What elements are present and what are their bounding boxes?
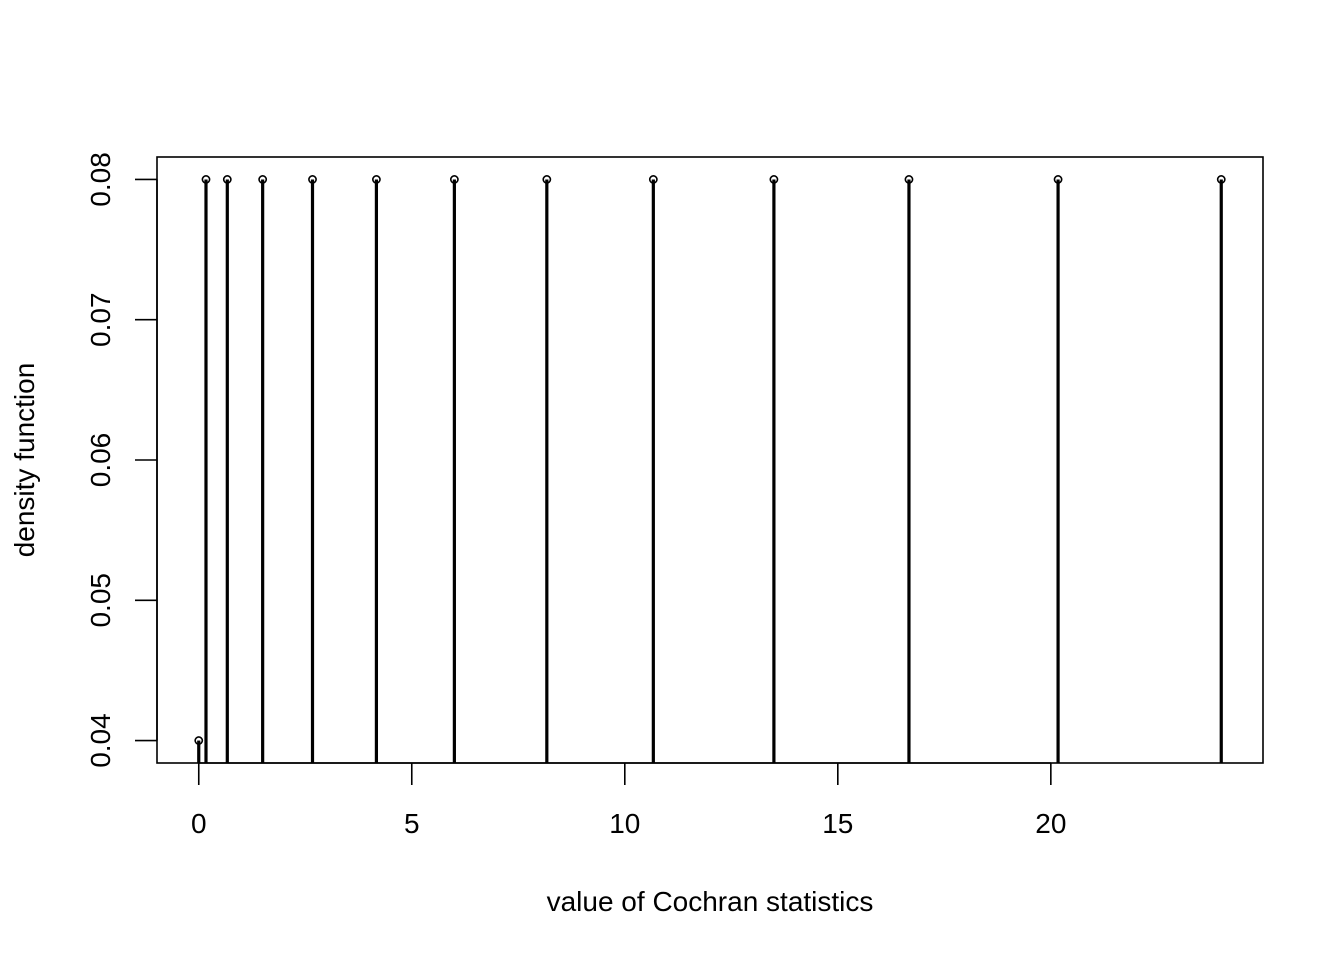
point-marker-12	[1216, 175, 1226, 184]
point-marker-3	[258, 175, 268, 184]
x-tick-label: 15	[822, 808, 853, 839]
markers-layer	[194, 175, 1226, 745]
point-marker-2	[222, 175, 232, 184]
x-tick-label: 20	[1035, 808, 1066, 839]
point-marker-0	[194, 736, 204, 745]
point-marker-6	[449, 175, 459, 184]
x-axis-title: value of Cochran statistics	[547, 886, 874, 917]
point-marker-11	[1053, 175, 1063, 184]
y-axis: 0.04 0.05 0.06 0.07 0.08	[85, 152, 158, 768]
y-tick-label: 0.05	[85, 573, 116, 628]
x-tick-label: 5	[404, 808, 420, 839]
y-axis-title: density function	[9, 363, 40, 558]
x-tick-label: 0	[191, 808, 207, 839]
plot-area-frame	[156, 156, 1264, 764]
y-tick-label: 0.06	[85, 433, 116, 488]
x-tick-label: 10	[609, 808, 640, 839]
y-tick-label: 0.04	[85, 713, 116, 768]
point-marker-9	[769, 175, 779, 184]
point-marker-10	[904, 175, 914, 184]
x-axis: 0 5 10 15 20	[191, 762, 1066, 839]
point-marker-5	[372, 175, 381, 184]
y-tick-label: 0.07	[85, 292, 116, 347]
point-marker-7	[542, 175, 552, 184]
stems-layer	[197, 179, 1223, 763]
point-marker-4	[308, 175, 317, 184]
point-marker-8	[648, 175, 658, 184]
y-tick-label: 0.08	[85, 152, 116, 207]
point-marker-1	[201, 175, 211, 184]
